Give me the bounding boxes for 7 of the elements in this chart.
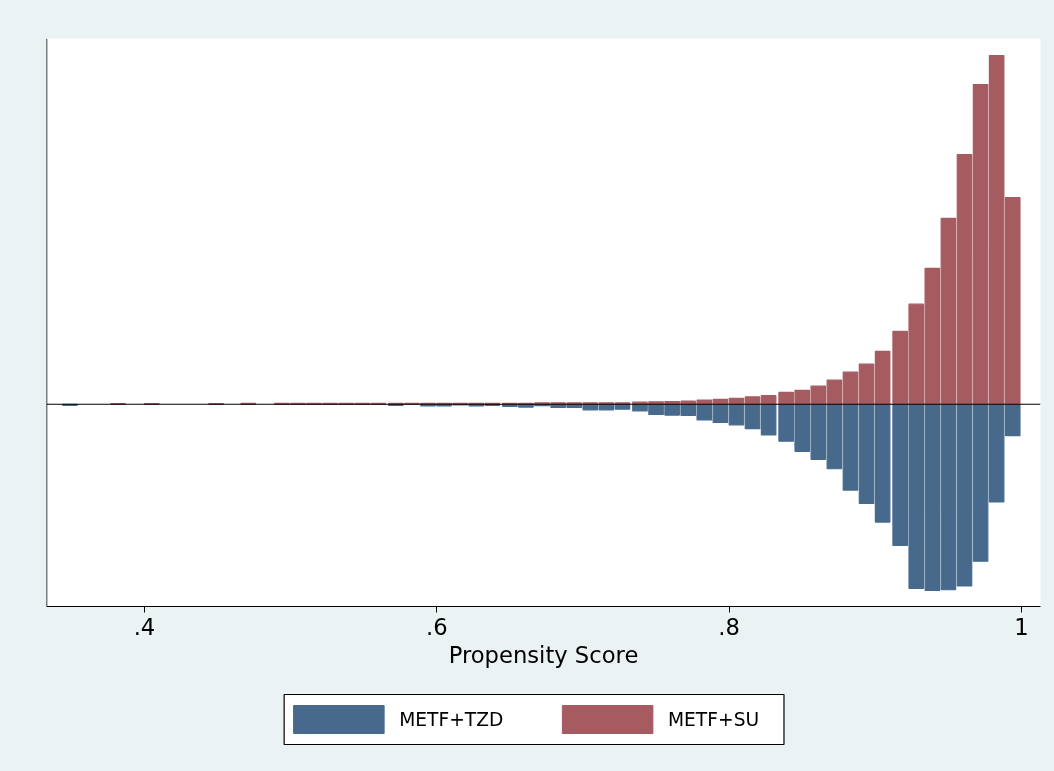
x-tick-label: .8 [718,613,740,640]
x-tick-label: .6 [425,613,448,640]
legend-label: METF+SU [667,709,760,730]
x-tick-label: .4 [133,613,156,640]
x-tick-label: 1 [1014,613,1029,640]
x-axis-title: Propensity Score [448,641,639,668]
legend-label: METF+TZD [399,709,504,730]
